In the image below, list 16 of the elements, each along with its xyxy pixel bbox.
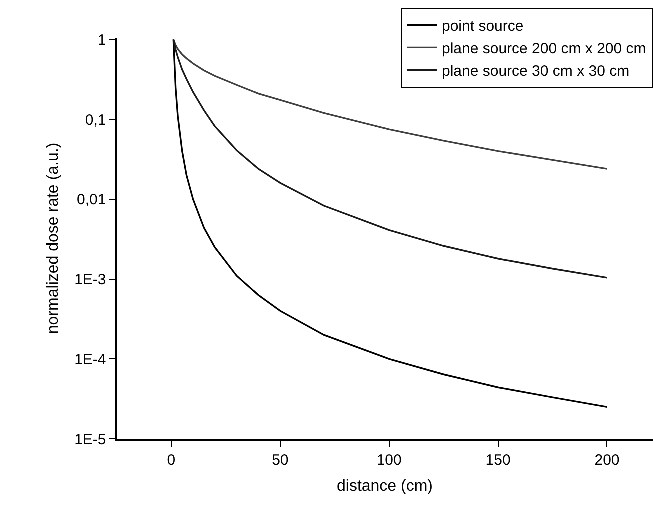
x-tick-label: 100: [376, 452, 402, 469]
legend-label: point source: [442, 18, 524, 36]
y-axis-title: normalized dose rate (a.u.): [44, 142, 62, 334]
x-tick-label: 50: [272, 452, 289, 469]
x-axis-title: distance (cm): [336, 478, 434, 495]
y-tick-label: 1E-5: [74, 431, 106, 448]
y-tick-label: 0,1: [85, 112, 106, 129]
legend-label: plane source 200 cm x 200 cm: [442, 40, 646, 58]
x-tick-label: 150: [486, 452, 511, 469]
legend-label: plane source 30 cm x 30 cm: [442, 63, 630, 80]
y-tick-label: 1E-4: [74, 351, 106, 368]
y-tick-label: 1: [98, 32, 106, 49]
y-tick-label: 0,01: [77, 192, 106, 209]
x-tick-label: 0: [167, 452, 176, 469]
y-tick-label: 1E-3: [74, 272, 106, 289]
x-tick-label: 200: [594, 452, 620, 469]
